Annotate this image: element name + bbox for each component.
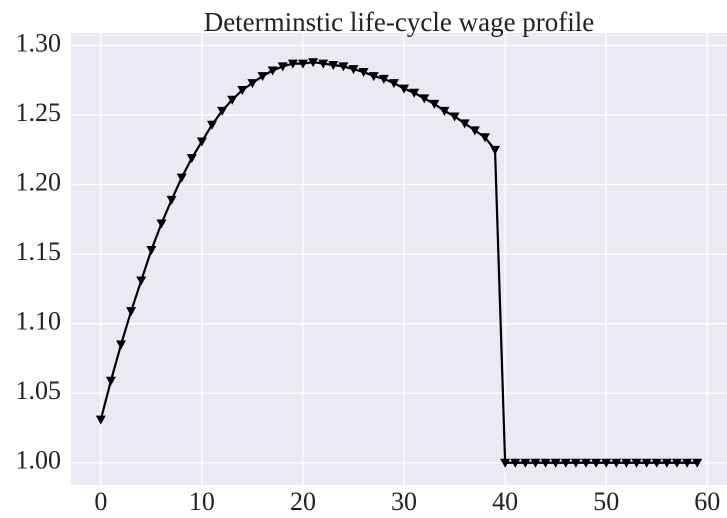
marker: [611, 458, 622, 468]
marker: [297, 59, 308, 69]
x-tick-label: 20: [290, 487, 316, 516]
marker: [601, 458, 612, 468]
x-tick-label: 10: [189, 487, 215, 516]
marker: [267, 66, 278, 76]
chart-title: Determinstic life-cycle wage profile: [204, 7, 595, 37]
marker: [388, 79, 399, 89]
y-tick-label: 1.10: [16, 307, 62, 336]
marker: [651, 458, 662, 468]
marker: [287, 59, 298, 69]
y-tick-label: 1.30: [16, 28, 62, 57]
marker: [682, 458, 693, 468]
marker: [530, 458, 541, 468]
marker: [510, 458, 521, 468]
marker: [419, 94, 430, 104]
marker: [358, 67, 369, 77]
marker: [490, 145, 501, 155]
marker: [591, 458, 602, 468]
plot-area: [71, 33, 727, 485]
x-tick-label: 60: [694, 487, 720, 516]
marker: [520, 458, 531, 468]
marker: [631, 458, 642, 468]
marker: [196, 137, 207, 147]
marker: [227, 95, 238, 105]
marker: [186, 154, 197, 164]
marker: [459, 119, 470, 129]
marker: [429, 99, 440, 109]
marker: [105, 376, 116, 386]
marker: [328, 60, 339, 70]
marker: [469, 126, 480, 136]
y-tick-label: 1.20: [16, 168, 62, 197]
x-tick-label: 50: [593, 487, 619, 516]
x-tick-label: 0: [94, 487, 107, 516]
marker: [95, 415, 106, 425]
marker: [136, 276, 147, 286]
marker: [479, 133, 490, 143]
marker: [378, 74, 389, 84]
marker: [368, 72, 379, 82]
y-tick-label: 1.25: [16, 98, 62, 127]
marker: [318, 59, 329, 69]
marker: [409, 88, 420, 98]
marker: [308, 58, 319, 68]
marker: [500, 458, 511, 468]
marker: [439, 106, 450, 116]
marker: [580, 458, 591, 468]
y-tick-label: 1.15: [16, 237, 62, 266]
marker: [156, 219, 167, 229]
marker: [348, 65, 359, 75]
marker: [671, 458, 682, 468]
y-tick-label: 1.00: [16, 446, 62, 475]
x-tick-label: 30: [391, 487, 417, 516]
marker: [641, 458, 652, 468]
marker: [540, 458, 551, 468]
marker: [661, 458, 672, 468]
x-tick-label: 40: [492, 487, 518, 516]
marker: [570, 458, 581, 468]
marker: [692, 458, 703, 468]
y-tick-label: 1.05: [16, 376, 62, 405]
marker: [207, 120, 218, 130]
marker: [146, 245, 157, 255]
marker: [277, 62, 288, 72]
marker: [399, 84, 410, 94]
marker: [116, 340, 127, 350]
marker: [560, 458, 571, 468]
marker: [338, 62, 349, 72]
marker: [550, 458, 561, 468]
marker: [126, 307, 137, 317]
marker: [176, 173, 187, 183]
marker: [217, 106, 228, 116]
marker: [621, 458, 632, 468]
marker: [237, 86, 248, 96]
marker: [449, 112, 460, 122]
marker: [166, 195, 177, 205]
marker: [257, 72, 268, 82]
marker: [247, 79, 258, 89]
